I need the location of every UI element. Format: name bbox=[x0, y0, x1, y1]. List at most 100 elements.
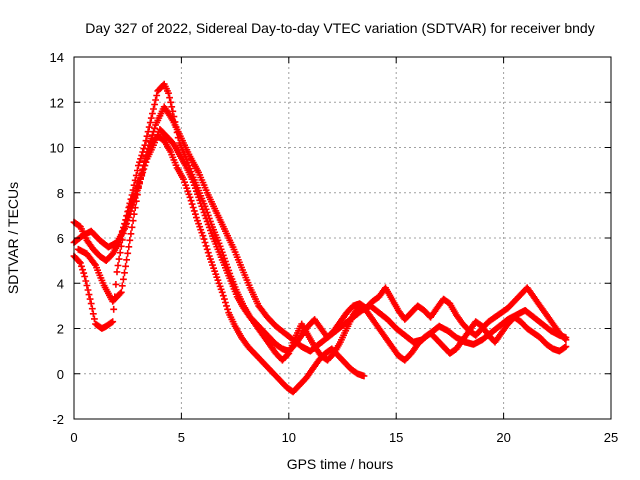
data-point bbox=[151, 124, 158, 132]
data-point bbox=[152, 96, 159, 104]
data-point bbox=[145, 141, 153, 149]
data-marks bbox=[70, 80, 570, 396]
data-point bbox=[360, 372, 368, 380]
data-point bbox=[118, 282, 126, 290]
data-point bbox=[136, 158, 143, 166]
x-tick-label: 20 bbox=[496, 430, 510, 445]
data-point bbox=[147, 114, 155, 122]
data-point bbox=[110, 305, 118, 313]
data-point bbox=[85, 291, 93, 298]
data-point bbox=[123, 220, 130, 227]
data-point bbox=[218, 288, 226, 296]
data-point bbox=[127, 230, 135, 238]
data-point bbox=[199, 205, 207, 213]
data-point bbox=[117, 288, 125, 296]
data-point bbox=[200, 235, 208, 243]
data-point bbox=[132, 197, 140, 205]
data-point bbox=[141, 157, 149, 165]
data-point bbox=[123, 256, 130, 264]
data-point bbox=[113, 268, 121, 276]
data-point bbox=[168, 103, 176, 111]
data-point bbox=[137, 155, 144, 163]
data-point bbox=[201, 239, 209, 246]
data-point bbox=[86, 295, 94, 303]
data-point bbox=[89, 310, 97, 318]
data-point bbox=[166, 94, 173, 102]
data-point bbox=[125, 214, 133, 221]
data-point bbox=[214, 276, 222, 284]
data-point bbox=[82, 277, 90, 285]
data-point bbox=[77, 259, 84, 267]
chart-title: Day 327 of 2022, Sidereal Day-to-day VTE… bbox=[85, 20, 594, 36]
data-point bbox=[205, 224, 213, 231]
data-point bbox=[127, 207, 135, 215]
data-point bbox=[188, 200, 196, 208]
data-point bbox=[76, 258, 83, 266]
data-point bbox=[130, 181, 138, 189]
data-point bbox=[149, 110, 156, 117]
data-point bbox=[109, 318, 117, 326]
data-point bbox=[125, 243, 133, 251]
data-point bbox=[223, 302, 230, 310]
data-point bbox=[562, 334, 570, 341]
data-point bbox=[130, 210, 138, 218]
data-point bbox=[84, 286, 92, 294]
data-point bbox=[121, 269, 128, 277]
data-point bbox=[128, 223, 136, 231]
data-point bbox=[224, 305, 231, 313]
y-tick-label: -2 bbox=[52, 412, 64, 427]
data-point bbox=[202, 242, 210, 250]
data-point bbox=[150, 105, 157, 113]
y-tick-label: 12 bbox=[50, 95, 64, 110]
data-point bbox=[167, 98, 175, 106]
data-point bbox=[79, 266, 86, 274]
y-tick-label: 8 bbox=[57, 186, 64, 201]
data-point bbox=[143, 148, 151, 156]
data-point bbox=[124, 249, 132, 257]
data-point bbox=[87, 300, 95, 307]
y-tick-label: 0 bbox=[57, 367, 64, 382]
data-point bbox=[143, 132, 151, 140]
x-tick-label: 15 bbox=[389, 430, 403, 445]
data-point bbox=[562, 343, 570, 350]
data-point bbox=[120, 275, 127, 283]
data-point bbox=[192, 210, 199, 218]
data-point bbox=[131, 204, 139, 212]
data-point bbox=[146, 138, 154, 146]
data-point bbox=[122, 262, 129, 270]
data-point bbox=[134, 191, 141, 199]
data-point bbox=[184, 187, 192, 195]
data-point bbox=[116, 290, 124, 297]
data-point bbox=[115, 255, 123, 263]
data-point bbox=[145, 123, 153, 131]
data-point bbox=[88, 305, 96, 313]
data-point bbox=[153, 92, 161, 99]
series-curve-d bbox=[74, 103, 570, 355]
y-tick-label: 6 bbox=[57, 231, 64, 246]
x-tick-label: 10 bbox=[282, 430, 296, 445]
x-axis-label: GPS time / hours bbox=[287, 456, 394, 472]
y-tick-labels: -2 0 2 4 6 8 10 12 14 bbox=[50, 50, 64, 427]
data-point bbox=[189, 204, 197, 211]
data-point bbox=[91, 260, 98, 268]
x-tick-label: 0 bbox=[70, 430, 77, 445]
data-point bbox=[137, 175, 144, 183]
y-tick-label: 2 bbox=[57, 322, 64, 337]
data-point bbox=[151, 101, 158, 108]
data-point bbox=[190, 207, 198, 215]
data-point bbox=[149, 131, 156, 139]
data-point bbox=[186, 193, 194, 201]
data-point bbox=[193, 187, 200, 195]
axis-ticks bbox=[73, 56, 612, 420]
data-point bbox=[219, 292, 227, 300]
data-point bbox=[222, 299, 229, 306]
data-point bbox=[147, 135, 155, 142]
data-point bbox=[146, 119, 154, 126]
data-point bbox=[131, 176, 139, 184]
data-point bbox=[142, 137, 150, 145]
data-point bbox=[122, 223, 129, 231]
data-point bbox=[199, 232, 207, 240]
series-curve-c bbox=[70, 126, 570, 355]
data-point bbox=[116, 249, 124, 257]
